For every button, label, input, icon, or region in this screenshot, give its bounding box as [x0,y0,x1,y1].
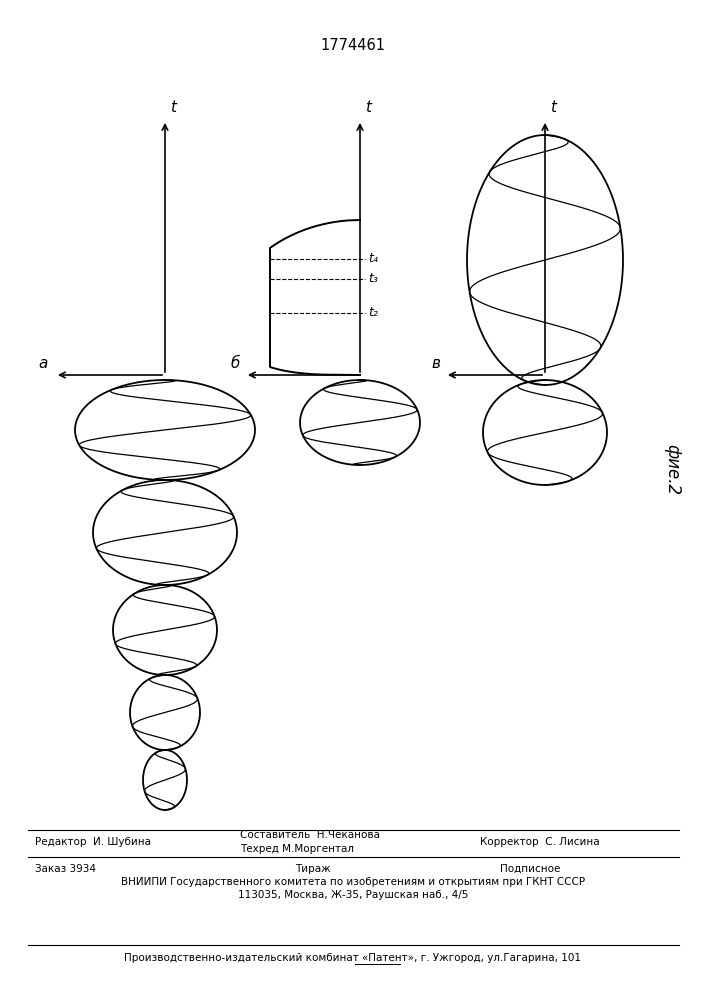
Text: Техред М.Моргентал: Техред М.Моргентал [240,844,354,854]
Text: Корректор  С. Лисина: Корректор С. Лисина [480,837,600,847]
Text: Заказ 3934: Заказ 3934 [35,864,96,874]
Text: Составитель  Н.Чеканова: Составитель Н.Чеканова [240,830,380,840]
Text: фие.2: фие.2 [663,444,681,496]
Text: a: a [39,356,48,371]
Text: 113035, Москва, Ж-35, Раушская наб., 4/5: 113035, Москва, Ж-35, Раушская наб., 4/5 [238,890,468,900]
Text: t₄: t₄ [368,252,378,265]
Text: t: t [550,100,556,115]
Text: Производственно-издательский комбинат «Патент», г. Ужгород, ул.Гагарина, 101: Производственно-издательский комбинат «П… [124,953,581,963]
Text: t₃: t₃ [368,272,378,285]
Text: Редактор  И. Шубина: Редактор И. Шубина [35,837,151,847]
Text: Тираж: Тираж [295,864,331,874]
Text: Подписное: Подписное [500,864,561,874]
Text: ВНИИПИ Государственного комитета по изобретениям и открытиям при ГКНТ СССР: ВНИИПИ Государственного комитета по изоб… [121,877,585,887]
Text: в: в [431,356,440,371]
Text: 1774461: 1774461 [320,37,385,52]
Text: б: б [230,356,240,371]
Text: t: t [365,100,371,115]
Text: t: t [170,100,176,115]
Text: t₂: t₂ [368,306,378,320]
